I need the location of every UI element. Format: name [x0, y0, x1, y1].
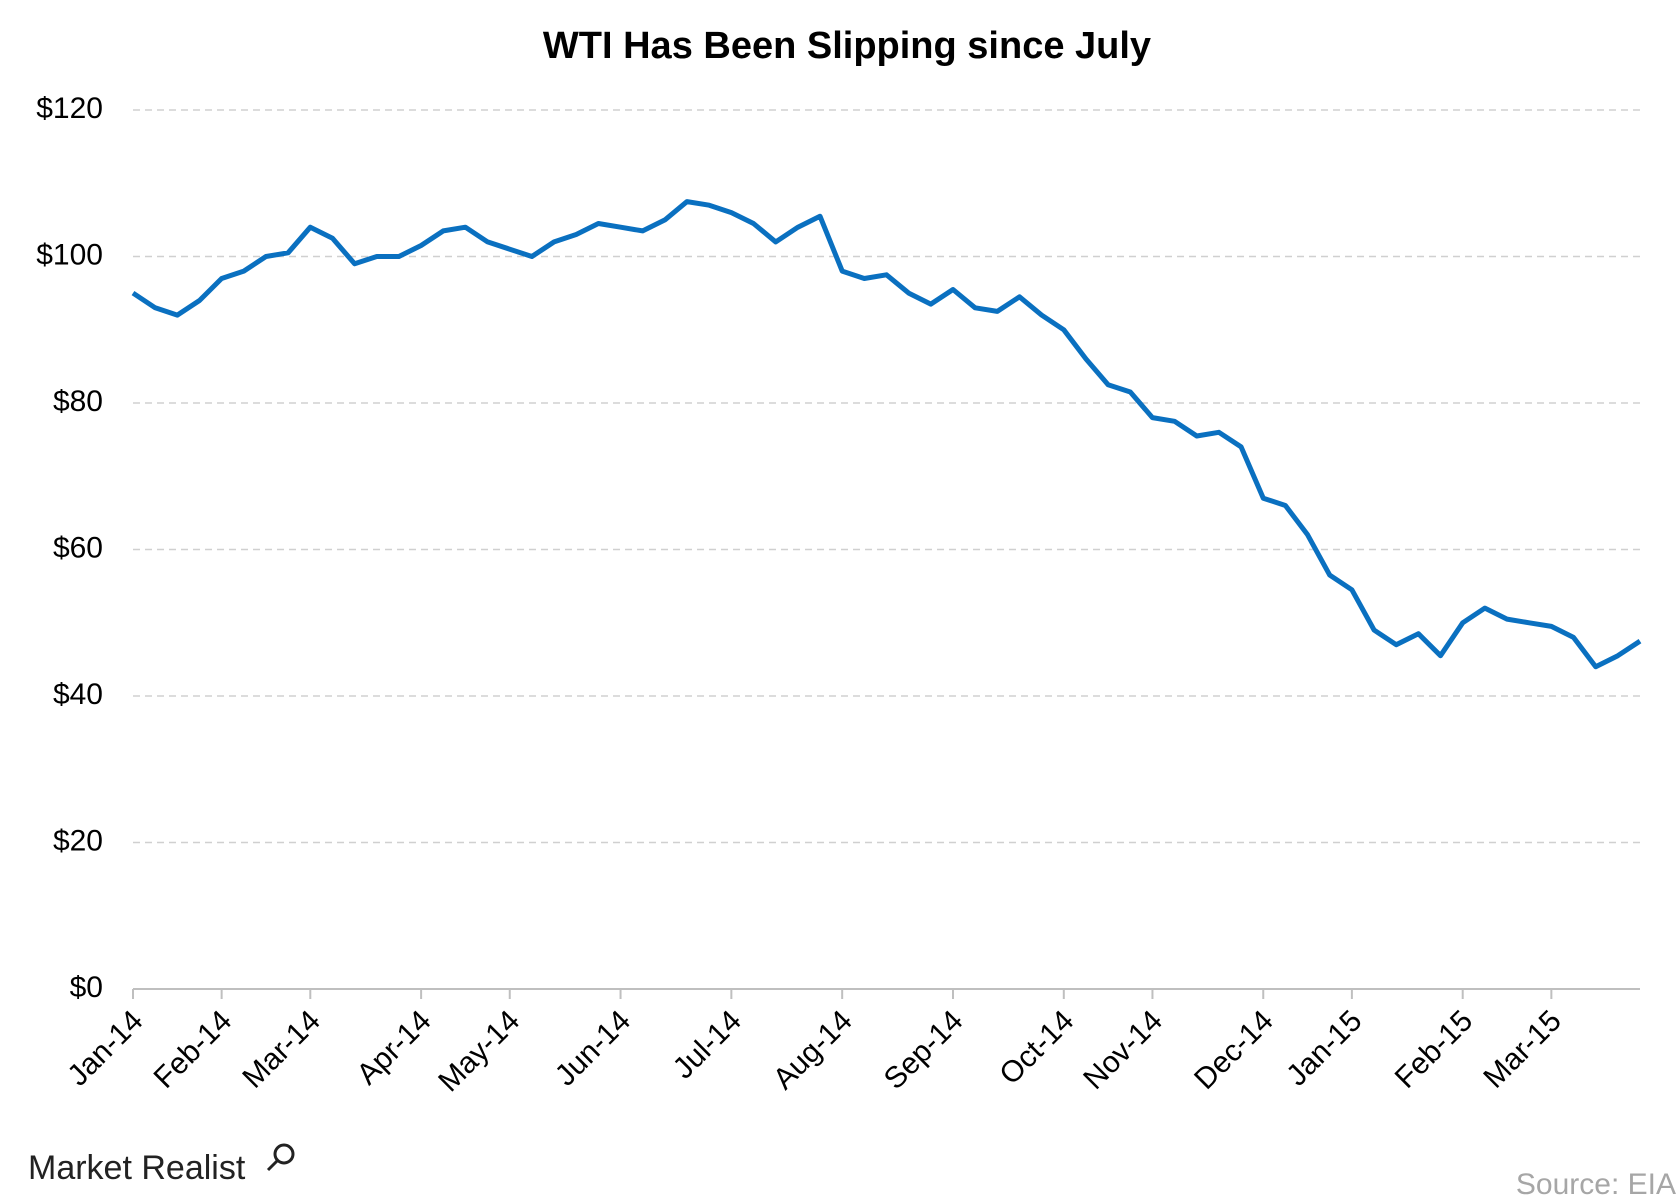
y-tick-label: $80	[53, 385, 103, 418]
x-tick-label: Jan-14	[61, 1004, 149, 1092]
x-tick-label: Aug-14	[767, 1004, 859, 1096]
x-tick-label: Apr-14	[351, 1004, 438, 1091]
chart-title: WTI Has Been Slipping since July	[543, 25, 1151, 67]
x-tick-label: Dec-14	[1188, 1004, 1280, 1096]
x-tick-label: Mar-14	[236, 1004, 327, 1095]
y-tick-label: $0	[70, 971, 103, 1004]
x-tick-label: May-14	[432, 1004, 526, 1098]
x-tick-label: Jan-15	[1280, 1004, 1368, 1092]
x-tick-label: Nov-14	[1077, 1004, 1169, 1096]
y-tick-label: $60	[53, 531, 103, 564]
x-tick-label: Sep-14	[878, 1004, 970, 1096]
y-tick-label: $100	[36, 238, 103, 271]
x-tick-label: Jul-14	[667, 1004, 748, 1085]
y-tick-label: $20	[53, 824, 103, 857]
x-tick-label: Jun-14	[549, 1004, 637, 1092]
source-note: Source: EIA	[1516, 1168, 1676, 1200]
brand-logo: Market Realist	[28, 1149, 246, 1187]
y-tick-label: $40	[53, 678, 103, 711]
y-tick-label: $120	[36, 92, 103, 125]
x-tick-label: Feb-14	[148, 1004, 239, 1095]
brand-icon	[266, 1143, 295, 1172]
x-tick-label: Oct-14	[993, 1004, 1080, 1091]
price-line	[131, 199, 1642, 670]
x-tick-label: Mar-15	[1477, 1004, 1568, 1095]
x-tick-label: Feb-15	[1389, 1004, 1480, 1095]
